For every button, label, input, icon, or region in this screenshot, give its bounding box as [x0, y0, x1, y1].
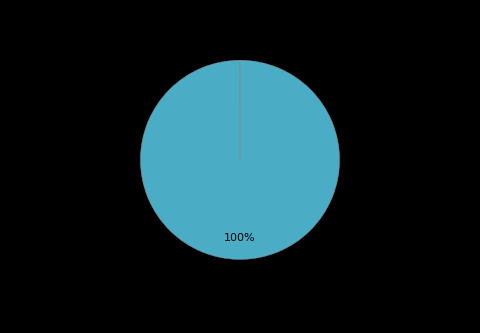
Wedge shape — [140, 60, 340, 259]
Text: 100%: 100% — [224, 232, 256, 242]
